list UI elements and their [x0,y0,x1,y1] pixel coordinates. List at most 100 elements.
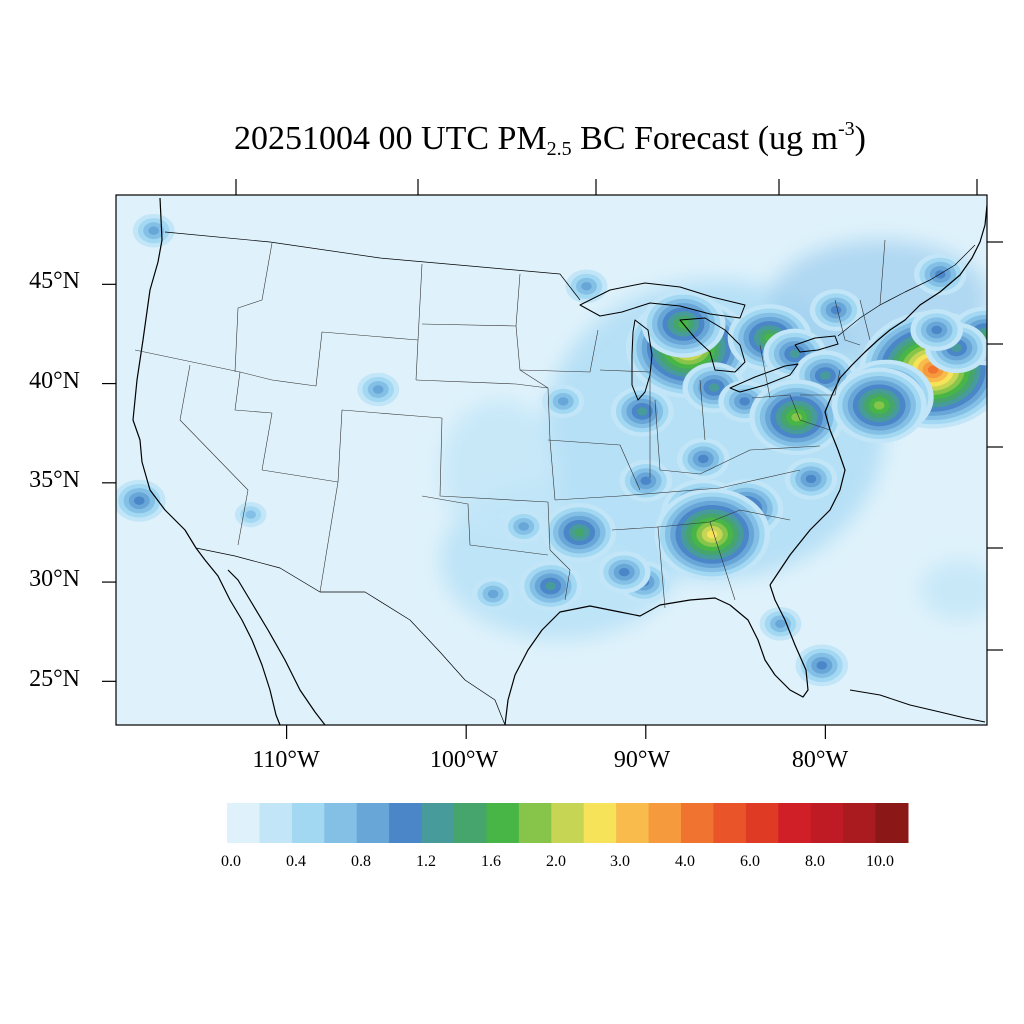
pollution-hotspot [597,551,651,594]
hotspot-contour [931,325,942,335]
hotspot-contour [45,216,87,250]
colorbar-tick-label: 0.4 [286,853,306,870]
colorbar-swatch [810,803,844,843]
mexico-us-border [195,547,506,725]
colorbar-swatch [713,803,747,843]
lat-label: 25°N [29,666,80,692]
state-boundaries [134,239,886,609]
colorbar-tick-label: 2.0 [546,853,566,870]
colorbar-swatch [778,803,812,843]
hotspot-contour [60,229,71,237]
colorbar-tick-label: 1.6 [481,853,501,870]
hotspot-contour [487,589,499,599]
lake-huron [679,317,746,373]
hotspot-contour [739,397,750,406]
pollution-hotspot [472,577,515,611]
hotspot-contour [574,528,585,537]
hotspot-contour [927,365,939,374]
colorbar-tick-label: 6.0 [740,853,760,870]
hotspot-contour [39,212,92,254]
pollution-hotspot [809,289,863,332]
lon-label: 100°W [429,747,499,773]
pollution-hotspot [132,213,175,248]
pollution-hotspot [357,372,400,407]
pollution-hotspot [759,607,802,641]
hotspot-contour [698,454,709,464]
lake-superior [579,282,746,319]
pollution-hotspot [502,509,545,544]
lat-label: 40°N [29,368,80,394]
hotspot-contour [148,226,159,235]
lake-erie [729,363,799,393]
hotspot-contour [50,220,82,245]
lat-label: 35°N [29,467,80,493]
east-coastline [769,204,987,586]
hotspot-contour [830,305,842,315]
colorbar-swatch [454,803,487,843]
colorbar-swatch [681,803,714,843]
pollution-hotspot [542,384,585,419]
hotspot-contour [706,530,718,539]
colorbar-swatch [486,803,520,843]
cuba-coastline [849,689,986,723]
map-title: 20251004 00 UTC PM2.5 BC Forecast (ug m-… [234,118,866,160]
colorbar-swatch [745,803,779,843]
hotspot-contour [640,476,652,485]
pollution-hotspot [39,212,92,254]
pollution-hotspot [795,644,849,687]
hotspot-contour [791,413,802,422]
pollution-hotspot [116,479,166,522]
canada-us-border [164,231,581,301]
pollution-hotspot [48,412,90,446]
colorbar-swatch [291,803,325,843]
colorbar-tick-label: 0.0 [221,853,241,870]
hotspot-contour [372,385,384,394]
canada-us-border-east [837,244,976,337]
lon-label: 90°W [613,747,671,773]
hotspot-contour [245,510,256,519]
colorbar-tick-label: 1.2 [416,853,436,870]
colorbar-swatch [324,803,358,843]
colorbar-swatch [843,803,877,843]
hotspot-contour [789,349,801,358]
pollution-hotspot [914,253,967,296]
pollution-hotspot [234,501,267,528]
hotspot-contour [134,496,145,505]
west-coastline [132,197,281,725]
colorbar-swatch [875,803,909,843]
mexico-gulf-coast [504,597,731,725]
hotspot-contour [618,568,630,577]
colorbar-tick-label: 0.8 [351,853,371,870]
lake-michigan [631,319,653,401]
colorbar-tick-label: 4.0 [675,853,695,870]
colorbar-tick-label: 8.0 [805,853,825,870]
colorbar-swatch [518,803,552,843]
colorbar-tick-label: 3.0 [610,853,630,870]
pollution-hotspot [542,503,617,562]
lake-ontario [794,335,839,353]
hotspot-contour [518,522,529,531]
hotspot-contour [48,412,90,446]
pollution-hotspot [910,309,963,351]
hotspot-contour [54,417,86,442]
colorbar-swatch [356,803,390,843]
hotspot-contour [64,425,75,433]
colorbar-swatch [389,803,423,843]
colorbar-swatch [551,803,585,843]
pollution-hotspot [565,269,608,304]
baja-gulf-coast [227,569,326,725]
pollution-hotspot [831,367,927,444]
lat-label: 30°N [29,566,80,592]
colorbar-swatch [583,803,617,843]
hotspot-contour [636,407,648,416]
colorbar-swatch [616,803,650,843]
pollution-hotspot [784,457,838,500]
pollution-hotspot [519,560,583,612]
florida-coastline [729,584,809,698]
pollution-hotspot [610,386,674,437]
colorbar-swatch [648,803,682,843]
colorbar-swatch [227,803,260,843]
pollution-hotspot [654,488,770,581]
